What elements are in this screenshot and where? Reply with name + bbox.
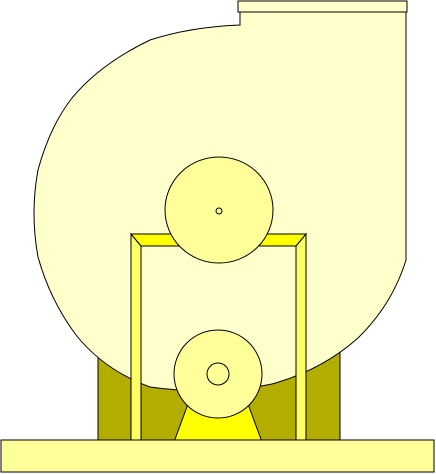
fan-shaft xyxy=(215,207,223,215)
outlet-flange xyxy=(237,0,408,13)
frame-left-post xyxy=(130,232,142,443)
frame-right-post xyxy=(295,232,307,443)
base-plate xyxy=(0,439,435,473)
motor-shaft xyxy=(206,362,230,386)
